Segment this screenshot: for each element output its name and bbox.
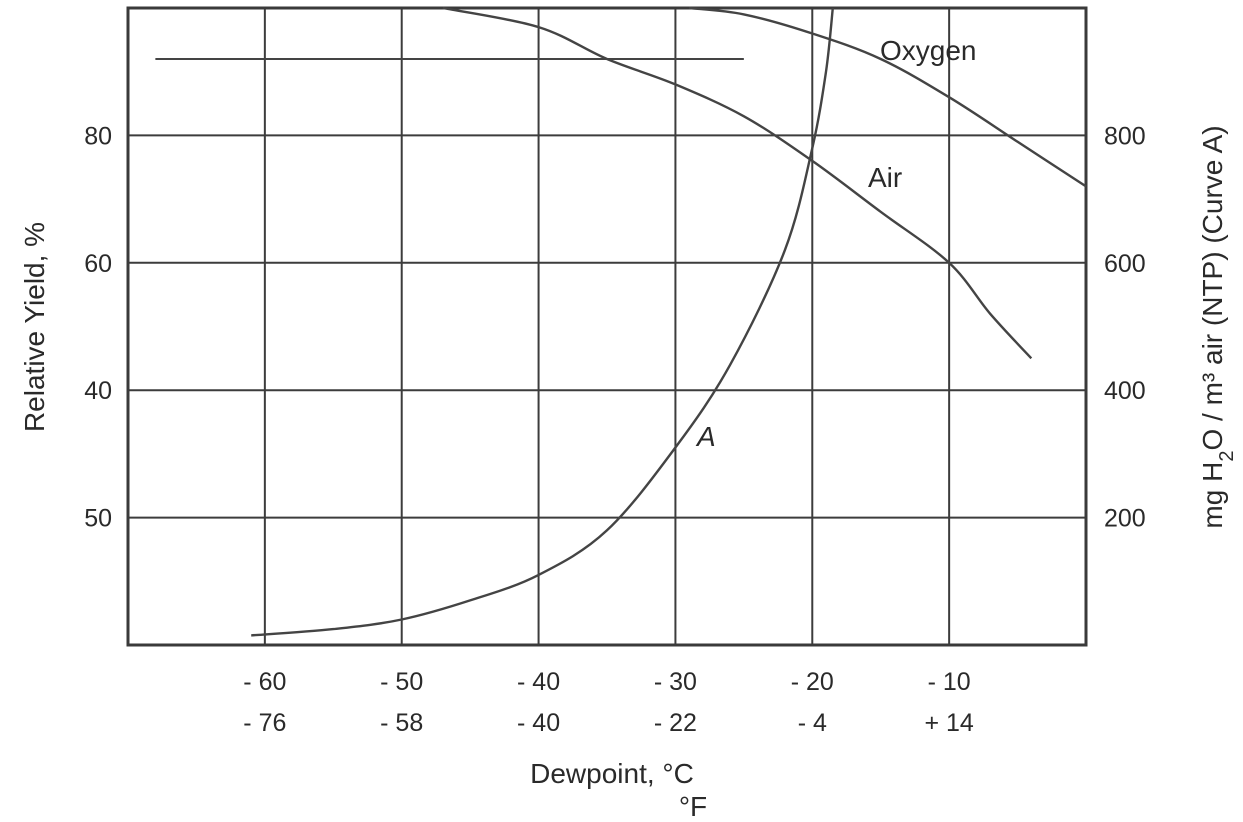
y-tick-label-right: 600 bbox=[1104, 250, 1146, 278]
y-tick-label-right: 200 bbox=[1104, 505, 1146, 533]
y-tick-label-left: 50 bbox=[84, 505, 112, 533]
plot-frame bbox=[126, 6, 1088, 647]
y-tick-label-left: 60 bbox=[84, 250, 112, 278]
x-tick-label-c: - 50 bbox=[380, 668, 423, 696]
series-line-a bbox=[251, 7, 834, 637]
x-tick-label-f: - 22 bbox=[654, 709, 697, 737]
y-tick-label-left: 80 bbox=[84, 122, 112, 150]
y-axis-label-right-sub: 2 bbox=[1216, 451, 1238, 462]
x-axis-label: Dewpoint, °C bbox=[530, 758, 694, 789]
grid bbox=[128, 8, 1086, 645]
series-label-air: Air bbox=[868, 162, 902, 193]
x-axis-label-secondary: °F bbox=[679, 791, 707, 822]
y-ticks: 50 40 60 80 200 400 600 800 bbox=[84, 122, 1146, 532]
y-axis-label-right-prefix: mg H bbox=[1197, 462, 1228, 529]
x-tick-label-f: - 4 bbox=[798, 709, 827, 737]
y-axis-label-right-suffix: O / m³ air (NTP) (Curve A) bbox=[1197, 125, 1228, 450]
series-label-a: A bbox=[695, 421, 716, 452]
x-tick-label-f: - 58 bbox=[380, 709, 423, 737]
x-tick-label-c: - 60 bbox=[243, 668, 286, 696]
x-tick-label-c: - 10 bbox=[928, 668, 971, 696]
x-tick-label-c: - 20 bbox=[791, 668, 834, 696]
x-tick-label-c: - 30 bbox=[654, 668, 697, 696]
series-label-oxygen: Oxygen bbox=[880, 35, 977, 66]
y-tick-label-right: 800 bbox=[1104, 122, 1146, 150]
x-tick-label-f: + 14 bbox=[924, 709, 973, 737]
y-axis-label-left: Relative Yield, % bbox=[19, 222, 50, 432]
y-tick-label-right: 400 bbox=[1104, 377, 1146, 405]
y-tick-label-left: 40 bbox=[84, 377, 112, 405]
series-line-air bbox=[442, 6, 1033, 360]
x-ticks: - 60 - 76 - 50 - 58 - 40 - 40 - 30 - 22 - 20 - 4 -… bbox=[243, 668, 974, 737]
x-tick-label-f: - 40 bbox=[517, 709, 560, 737]
y-axis-label-right: mg H2O / m³ air (NTP) (Curve A) bbox=[1197, 125, 1238, 528]
curves bbox=[251, 6, 1087, 637]
series-line-oxygen bbox=[688, 6, 1087, 188]
x-tick-label-c: - 40 bbox=[517, 668, 560, 696]
x-tick-label-f: - 76 bbox=[243, 709, 286, 737]
